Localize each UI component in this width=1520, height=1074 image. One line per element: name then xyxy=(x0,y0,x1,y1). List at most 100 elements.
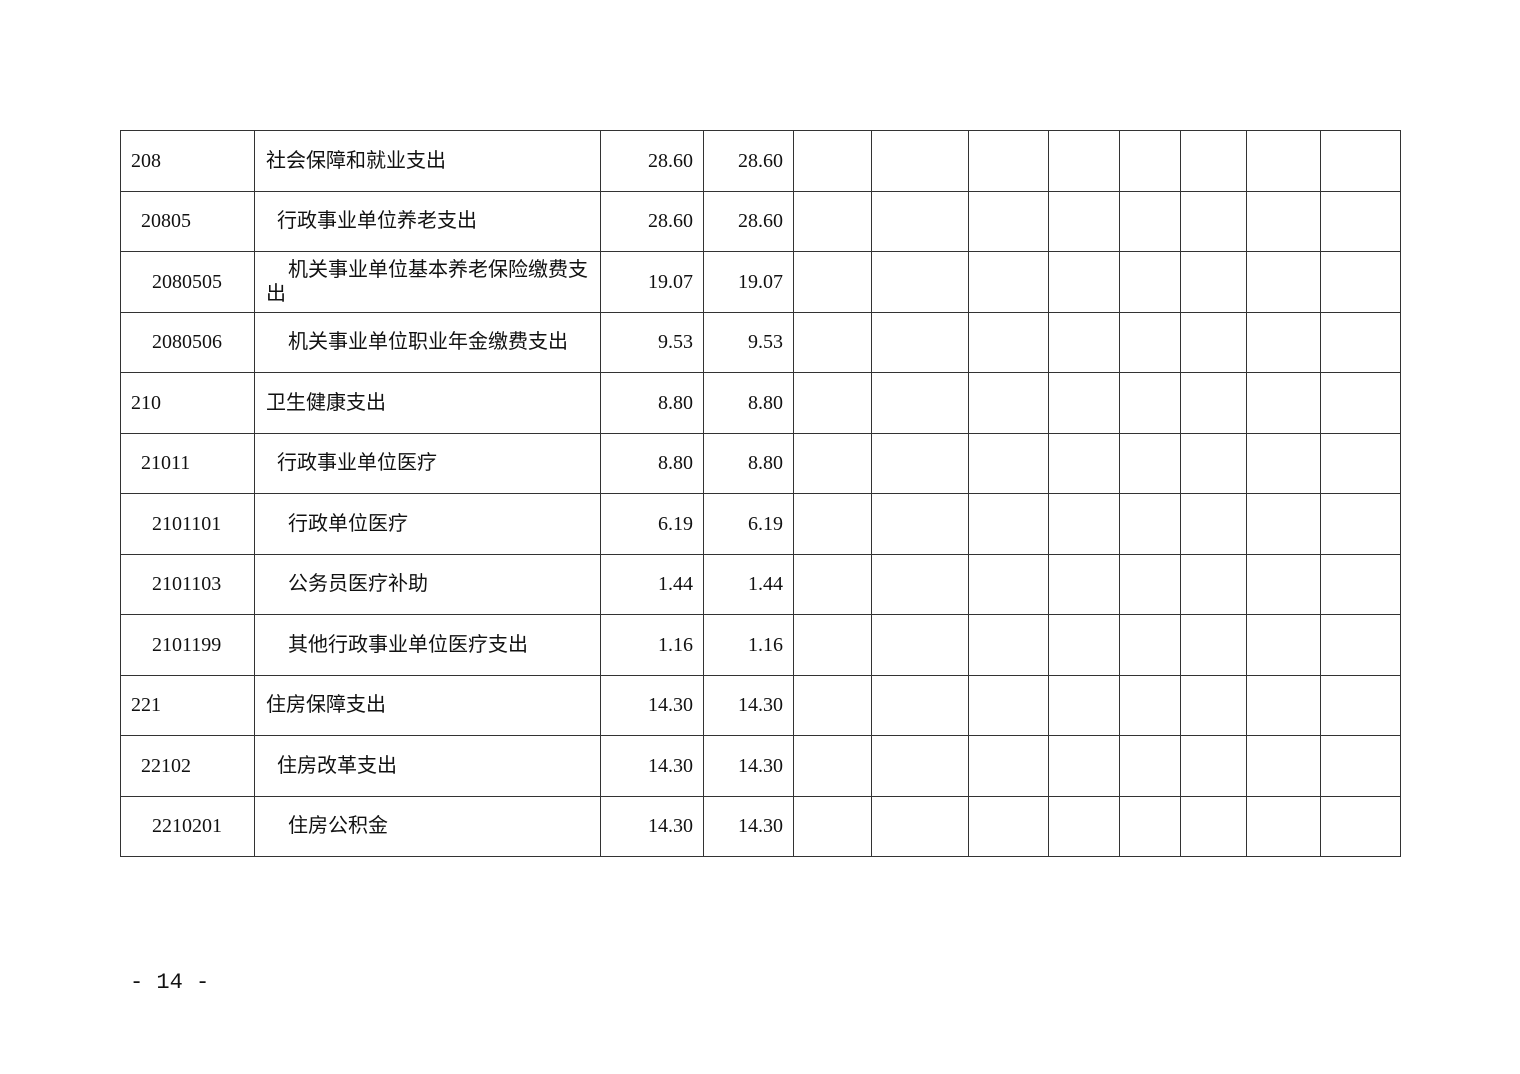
empty-cell xyxy=(1320,251,1401,313)
table-row: 20805 行政事业单位养老支出 28.60 28.60 xyxy=(120,190,1401,252)
empty-cell xyxy=(1320,311,1401,373)
empty-cell xyxy=(1048,614,1120,676)
empty-cell xyxy=(1246,614,1321,676)
empty-cell xyxy=(1119,735,1181,797)
empty-cell xyxy=(871,553,969,615)
empty-cell xyxy=(1180,311,1247,373)
empty-cell xyxy=(871,432,969,494)
empty-cell xyxy=(1048,674,1120,736)
total-cell: 8.80 xyxy=(600,432,704,494)
name-cell: 卫生健康支出 xyxy=(254,372,601,434)
empty-cell xyxy=(1246,493,1321,555)
code-cell: 210 xyxy=(120,372,255,434)
empty-cell xyxy=(968,311,1049,373)
basic-cell: 14.30 xyxy=(703,795,794,857)
empty-cell xyxy=(1246,130,1321,192)
basic-cell: 14.30 xyxy=(703,735,794,797)
total-cell: 14.30 xyxy=(600,795,704,857)
basic-cell: 8.80 xyxy=(703,432,794,494)
empty-cell xyxy=(1246,735,1321,797)
empty-cell xyxy=(1180,674,1247,736)
code-cell: 208 xyxy=(120,130,255,192)
name-cell: 机关事业单位职业年金缴费支出 xyxy=(254,311,601,373)
empty-cell xyxy=(1048,493,1120,555)
empty-cell xyxy=(1048,130,1120,192)
empty-cell xyxy=(1320,432,1401,494)
empty-cell xyxy=(1048,190,1120,252)
basic-cell: 9.53 xyxy=(703,311,794,373)
empty-cell xyxy=(968,674,1049,736)
name-cell: 机关事业单位基本养老保险缴费支出 xyxy=(254,251,601,313)
empty-cell xyxy=(793,553,872,615)
empty-cell xyxy=(793,493,872,555)
name-cell: 住房改革支出 xyxy=(254,735,601,797)
total-cell: 8.80 xyxy=(600,372,704,434)
empty-cell xyxy=(1048,372,1120,434)
empty-cell xyxy=(871,372,969,434)
empty-cell xyxy=(871,493,969,555)
basic-cell: 1.44 xyxy=(703,553,794,615)
empty-cell xyxy=(793,614,872,676)
empty-cell xyxy=(1119,432,1181,494)
code-cell: 21011 xyxy=(120,432,255,494)
name-cell: 住房公积金 xyxy=(254,795,601,857)
code-cell: 2101103 xyxy=(120,553,255,615)
empty-cell xyxy=(1119,372,1181,434)
empty-cell xyxy=(871,735,969,797)
empty-cell xyxy=(968,372,1049,434)
empty-cell xyxy=(871,190,969,252)
total-cell: 28.60 xyxy=(600,190,704,252)
name-cell: 行政事业单位医疗 xyxy=(254,432,601,494)
empty-cell xyxy=(1246,190,1321,252)
empty-cell xyxy=(1246,372,1321,434)
empty-cell xyxy=(1119,553,1181,615)
empty-cell xyxy=(793,251,872,313)
empty-cell xyxy=(1320,795,1401,857)
basic-cell: 28.60 xyxy=(703,130,794,192)
empty-cell xyxy=(1320,190,1401,252)
basic-cell: 6.19 xyxy=(703,493,794,555)
empty-cell xyxy=(1180,251,1247,313)
empty-cell xyxy=(1119,311,1181,373)
empty-cell xyxy=(1246,674,1321,736)
table-row: 2101199 其他行政事业单位医疗支出 1.16 1.16 xyxy=(120,614,1401,676)
empty-cell xyxy=(1048,251,1120,313)
basic-cell: 8.80 xyxy=(703,372,794,434)
total-cell: 28.60 xyxy=(600,130,704,192)
empty-cell xyxy=(968,432,1049,494)
empty-cell xyxy=(1180,493,1247,555)
basic-cell: 19.07 xyxy=(703,251,794,313)
empty-cell xyxy=(1048,795,1120,857)
empty-cell xyxy=(1119,190,1181,252)
empty-cell xyxy=(871,795,969,857)
empty-cell xyxy=(1180,614,1247,676)
empty-cell xyxy=(968,190,1049,252)
empty-cell xyxy=(871,674,969,736)
table-row: 210 卫生健康支出 8.80 8.80 xyxy=(120,372,1401,434)
name-cell: 公务员医疗补助 xyxy=(254,553,601,615)
empty-cell xyxy=(1320,735,1401,797)
basic-cell: 1.16 xyxy=(703,614,794,676)
table-row: 2080506 机关事业单位职业年金缴费支出 9.53 9.53 xyxy=(120,311,1401,373)
table-row: 22102 住房改革支出 14.30 14.30 xyxy=(120,735,1401,797)
empty-cell xyxy=(1119,795,1181,857)
empty-cell xyxy=(1119,130,1181,192)
empty-cell xyxy=(968,614,1049,676)
empty-cell xyxy=(793,190,872,252)
code-cell: 2080505 xyxy=(120,251,255,313)
total-cell: 14.30 xyxy=(600,735,704,797)
name-cell: 行政单位医疗 xyxy=(254,493,601,555)
empty-cell xyxy=(871,614,969,676)
total-cell: 6.19 xyxy=(600,493,704,555)
empty-cell xyxy=(968,795,1049,857)
empty-cell xyxy=(793,432,872,494)
code-cell: 20805 xyxy=(120,190,255,252)
empty-cell xyxy=(1180,130,1247,192)
empty-cell xyxy=(793,130,872,192)
code-cell: 2080506 xyxy=(120,311,255,373)
table-row: 2210201 住房公积金 14.30 14.30 xyxy=(120,795,1401,857)
empty-cell xyxy=(1119,251,1181,313)
page-number: - 14 - xyxy=(130,970,210,995)
table-row: 208 社会保障和就业支出 28.60 28.60 xyxy=(120,130,1401,192)
empty-cell xyxy=(1180,735,1247,797)
